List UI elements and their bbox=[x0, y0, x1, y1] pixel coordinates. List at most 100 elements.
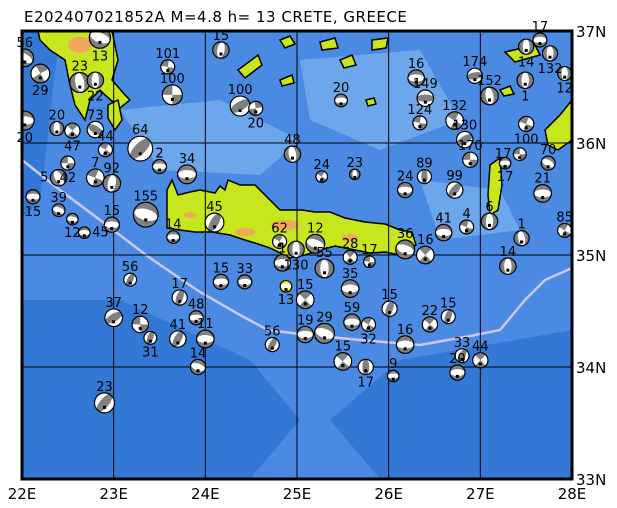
focal-mechanism-32[interactable] bbox=[348, 168, 361, 181]
focal-mechanism-49[interactable] bbox=[512, 147, 527, 162]
focal-mechanism-79[interactable] bbox=[379, 298, 400, 319]
land-island-8 bbox=[278, 35, 297, 49]
focal-mechanism-35[interactable] bbox=[416, 89, 435, 107]
t-axis-marker bbox=[103, 151, 107, 155]
beachball-outline bbox=[103, 216, 121, 233]
focal-mechanism-52[interactable] bbox=[396, 181, 414, 199]
focal-mechanism-48[interactable] bbox=[498, 156, 512, 170]
focal-mechanism-53[interactable] bbox=[443, 178, 467, 202]
focal-mechanism-15[interactable] bbox=[50, 201, 67, 219]
focal-mechanism-21[interactable] bbox=[103, 216, 121, 233]
beachball-outline bbox=[151, 158, 168, 175]
focal-mechanism-92[interactable] bbox=[142, 329, 159, 347]
focal-mechanism-70[interactable] bbox=[340, 279, 360, 299]
focal-mechanism-89[interactable] bbox=[121, 270, 139, 289]
focal-mechanism-6[interactable] bbox=[49, 120, 65, 137]
focal-mechanism-2[interactable] bbox=[86, 24, 114, 52]
focal-mechanism-56[interactable] bbox=[393, 237, 418, 262]
focal-mechanism-34[interactable] bbox=[407, 69, 425, 87]
focal-mechanism-17[interactable] bbox=[77, 226, 91, 240]
focal-mechanism-93[interactable] bbox=[169, 287, 190, 308]
focal-mechanism-94[interactable] bbox=[188, 310, 204, 326]
focal-mechanism-77[interactable] bbox=[343, 313, 361, 331]
focal-mechanism-19[interactable] bbox=[151, 158, 168, 175]
focal-mechanism-62[interactable] bbox=[499, 257, 517, 275]
focal-mechanism-82[interactable] bbox=[439, 307, 458, 326]
focal-mechanism-23[interactable] bbox=[166, 230, 181, 245]
focal-mechanism-46[interactable] bbox=[516, 114, 536, 134]
focal-mechanism-51[interactable] bbox=[416, 169, 433, 185]
focal-mechanism-16[interactable] bbox=[65, 212, 80, 226]
focal-mechanism-90[interactable] bbox=[101, 305, 127, 330]
focal-mechanism-67[interactable] bbox=[314, 258, 335, 279]
focal-mechanism-78[interactable] bbox=[358, 314, 379, 335]
depth-label: 36 bbox=[397, 227, 414, 242]
depth-label: 11 bbox=[197, 317, 214, 332]
focal-mechanism-36[interactable] bbox=[465, 66, 484, 85]
focal-mechanism-31[interactable] bbox=[313, 168, 330, 185]
focal-mechanism-4[interactable] bbox=[86, 71, 105, 90]
focal-mechanism-0[interactable] bbox=[13, 45, 37, 70]
focal-mechanism-61[interactable] bbox=[512, 229, 531, 248]
depth-label: 48 bbox=[188, 298, 205, 313]
focal-mechanism-22[interactable] bbox=[130, 199, 161, 230]
focal-mechanism-72[interactable] bbox=[212, 273, 230, 291]
focal-mechanism-11[interactable] bbox=[47, 166, 70, 189]
focal-mechanism-42[interactable] bbox=[516, 71, 535, 90]
focal-mechanism-75[interactable] bbox=[296, 325, 315, 344]
focal-mechanism-80[interactable] bbox=[395, 335, 415, 355]
focal-mechanism-71[interactable] bbox=[237, 274, 253, 290]
focal-mechanism-98[interactable] bbox=[90, 388, 119, 418]
focal-mechanism-5[interactable] bbox=[15, 110, 35, 131]
depth-label: 55 bbox=[316, 246, 333, 261]
focal-mechanism-28[interactable] bbox=[226, 92, 255, 120]
focal-mechanism-38[interactable] bbox=[532, 32, 548, 48]
focal-mechanism-43[interactable] bbox=[479, 85, 500, 107]
focal-mechanism-96[interactable] bbox=[195, 329, 215, 349]
focal-mechanism-97[interactable] bbox=[188, 357, 208, 377]
focal-mechanism-50[interactable] bbox=[538, 153, 558, 173]
t-axis-marker bbox=[290, 156, 294, 160]
focal-mechanism-20[interactable] bbox=[177, 164, 198, 185]
focal-mechanism-13[interactable] bbox=[101, 173, 123, 194]
depth-label: 41 bbox=[170, 318, 187, 333]
focal-mechanism-33[interactable] bbox=[334, 93, 349, 108]
focal-mechanism-87[interactable] bbox=[449, 364, 466, 381]
t-axis-marker bbox=[520, 240, 524, 244]
focal-mechanism-95[interactable] bbox=[166, 327, 190, 351]
focal-mechanism-14[interactable] bbox=[25, 189, 41, 205]
beachball-outline bbox=[188, 310, 204, 326]
focal-mechanism-76[interactable] bbox=[311, 320, 338, 347]
focal-mechanism-41[interactable] bbox=[557, 65, 572, 82]
focal-mechanism-10[interactable] bbox=[60, 155, 76, 171]
t-axis-marker bbox=[518, 156, 522, 160]
focal-mechanism-74[interactable] bbox=[262, 334, 282, 355]
focal-mechanism-26[interactable] bbox=[161, 84, 183, 106]
focal-mechanism-3[interactable] bbox=[68, 70, 92, 95]
y-tick-label: 37N bbox=[576, 23, 606, 41]
focal-mechanism-27[interactable] bbox=[211, 40, 231, 60]
focal-mechanism-86[interactable] bbox=[452, 346, 472, 366]
focal-mechanism-58[interactable] bbox=[434, 223, 453, 242]
focal-mechanism-54[interactable] bbox=[533, 183, 553, 203]
t-axis-marker bbox=[423, 257, 427, 261]
focal-mechanism-65[interactable] bbox=[287, 240, 305, 259]
focal-mechanism-64[interactable] bbox=[303, 231, 328, 256]
focal-mechanism-30[interactable] bbox=[282, 144, 302, 164]
beachball-outline bbox=[513, 229, 530, 247]
focal-mechanism-85[interactable] bbox=[386, 369, 400, 383]
focal-mechanism-1[interactable] bbox=[27, 60, 54, 87]
focal-mechanism-66[interactable] bbox=[273, 254, 292, 272]
focal-mechanism-18[interactable] bbox=[122, 130, 159, 167]
focal-mechanism-8[interactable] bbox=[83, 118, 107, 141]
focal-mechanism-40[interactable] bbox=[517, 38, 535, 55]
focal-mechanism-99[interactable] bbox=[279, 279, 293, 293]
t-axis-marker bbox=[213, 225, 216, 229]
focal-mechanism-45[interactable] bbox=[453, 128, 477, 151]
focal-mechanism-91[interactable] bbox=[131, 315, 150, 334]
focal-mechanism-24[interactable] bbox=[201, 209, 228, 236]
focal-mechanism-84[interactable] bbox=[357, 358, 374, 376]
focal-mechanism-47[interactable] bbox=[462, 151, 479, 168]
focal-mechanism-39[interactable] bbox=[541, 45, 559, 62]
focal-mechanism-60[interactable] bbox=[480, 212, 499, 231]
